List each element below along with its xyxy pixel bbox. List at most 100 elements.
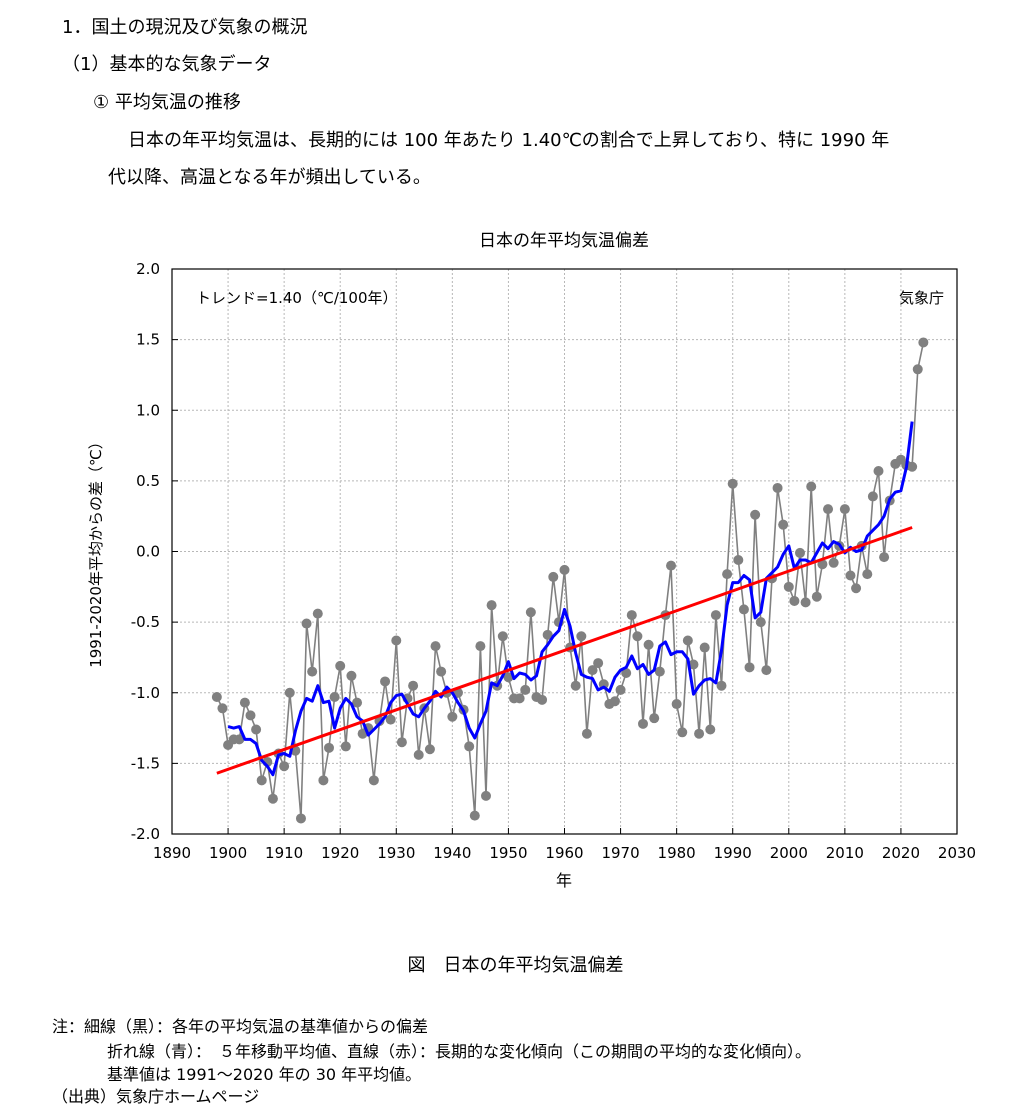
- x-tick-label: 1960: [545, 844, 583, 862]
- x-tick-label: 1990: [714, 844, 752, 862]
- x-tick-label: 1970: [601, 844, 639, 862]
- y-tick-label: 1.0: [136, 401, 160, 419]
- x-tick-label: 1980: [658, 844, 696, 862]
- annual-anomaly-point: [817, 559, 828, 570]
- x-tick-label: 2020: [882, 844, 920, 862]
- x-tick-label: 2010: [826, 844, 864, 862]
- annual-anomaly-point: [744, 662, 755, 673]
- annual-anomaly-point: [424, 744, 435, 755]
- annual-anomaly-point: [301, 618, 312, 629]
- x-tick-label: 1910: [265, 844, 303, 862]
- y-tick-label: 2.0: [136, 260, 160, 278]
- annual-anomaly-point: [671, 699, 682, 710]
- annual-anomaly-point: [520, 684, 531, 695]
- item-heading: ① 平均気温の推移: [93, 92, 241, 113]
- annual-anomaly-point: [542, 629, 553, 640]
- annual-anomaly-point: [873, 465, 884, 476]
- long-term-trend-line: [216, 526, 913, 775]
- annual-anomaly-point: [284, 687, 295, 698]
- annual-anomaly-point: [239, 697, 250, 708]
- annual-anomaly-point: [396, 737, 407, 748]
- annual-anomaly-point: [559, 564, 570, 575]
- annual-anomaly-point: [699, 642, 710, 653]
- annual-anomaly-point: [279, 761, 290, 772]
- y-tick-label: -0.5: [131, 613, 160, 631]
- annual-anomaly-point: [537, 694, 548, 705]
- subsection-heading: （1）基本的な気象データ: [62, 54, 272, 75]
- note-line-2: 折れ線（青）： ５年移動平均値、直線（赤）：長期的な変化傾向（この期間の平均的な…: [107, 1042, 812, 1061]
- annual-anomaly-point: [755, 617, 766, 628]
- annual-anomaly-point: [581, 728, 592, 739]
- x-tick-label: 1930: [377, 844, 415, 862]
- annual-anomaly-point: [464, 741, 475, 752]
- y-tick-label: 1.5: [136, 331, 160, 349]
- annual-anomaly-point: [307, 666, 318, 677]
- annual-anomaly-point: [654, 666, 665, 677]
- annual-anomaly-point: [778, 519, 789, 530]
- annual-anomaly-point: [800, 597, 811, 608]
- x-tick-label: 2000: [770, 844, 808, 862]
- annual-anomaly-point: [666, 560, 677, 571]
- annual-anomaly-point: [677, 727, 688, 738]
- paragraph-line-1: 日本の年平均気温は、長期的には 100 年あたり 1.40℃の割合で上昇しており…: [128, 130, 890, 151]
- x-tick-label: 1950: [489, 844, 527, 862]
- annual-anomaly-point: [391, 635, 402, 646]
- annual-anomaly-point: [312, 608, 323, 619]
- annual-anomaly-point: [475, 641, 486, 652]
- annual-anomaly-point: [497, 631, 508, 642]
- trend-label: トレンド=1.40（℃/100年）: [196, 289, 398, 307]
- annual-anomaly-point: [783, 581, 794, 592]
- y-tick-label: -1.5: [131, 754, 160, 772]
- annual-anomaly-point: [688, 659, 699, 670]
- y-axis-label: 1991-2020年平均からの差（℃）: [87, 434, 105, 668]
- annual-anomaly-point: [329, 691, 340, 702]
- annual-anomaly-point: [716, 680, 727, 691]
- annual-anomaly-point: [267, 793, 278, 804]
- annual-anomaly-point: [839, 504, 850, 515]
- annual-anomaly-point: [750, 509, 761, 520]
- annual-anomaly-point: [295, 813, 306, 824]
- x-tick-label: 1940: [433, 844, 471, 862]
- x-tick-label: 1900: [209, 844, 247, 862]
- y-tick-label: -2.0: [131, 825, 160, 843]
- annual-anomaly-point: [851, 583, 862, 594]
- annual-anomaly-point: [632, 631, 643, 642]
- annual-anomaly-point: [481, 790, 491, 801]
- annual-anomaly-point: [469, 810, 480, 821]
- annual-anomaly-point: [211, 691, 222, 702]
- annual-anomaly-point: [682, 635, 693, 646]
- annual-anomaly-point: [217, 703, 228, 714]
- annual-anomaly-point: [346, 670, 357, 681]
- annual-anomaly-point: [907, 461, 918, 472]
- agency-label: 気象庁: [899, 289, 944, 307]
- annual-anomaly-point: [256, 775, 267, 786]
- temperature-anomaly-chart: 1890 1900 1910 1920 1930 1940 1950 1960 1970 1980…: [87, 231, 976, 890]
- section-heading: 1．国土の現況及び気象の概況: [62, 17, 308, 38]
- x-axis-label: 年: [556, 871, 572, 890]
- annual-anomaly-point: [733, 554, 744, 565]
- annual-anomaly-point: [324, 742, 334, 753]
- annual-anomaly-point: [649, 713, 660, 724]
- annual-anomaly-point: [811, 591, 822, 602]
- source-line: （出典）気象庁ホームページ: [52, 1087, 260, 1106]
- annual-anomaly-point: [795, 547, 805, 558]
- annual-anomaly-point: [430, 641, 441, 652]
- annual-anomaly-point: [823, 504, 834, 515]
- annual-anomaly-point: [727, 478, 738, 489]
- annual-anomaly-point: [436, 666, 447, 677]
- annual-anomaly-point: [593, 658, 604, 669]
- figure-caption: 図 日本の年平均気温偏差: [407, 955, 624, 976]
- x-tick-label: 2030: [938, 844, 976, 862]
- annual-anomaly-point: [570, 680, 581, 691]
- annual-anomaly-point: [340, 741, 351, 752]
- annual-anomaly-point: [694, 728, 705, 739]
- annual-anomaly-point: [447, 711, 458, 722]
- annual-anomaly-point: [251, 724, 262, 735]
- annual-anomaly-point: [486, 600, 497, 611]
- annual-anomaly-point: [408, 680, 419, 691]
- paragraph-line-2: 代以降、高温となる年が頻出している。: [108, 167, 431, 188]
- annual-anomaly-point: [862, 569, 873, 580]
- annual-anomaly-point: [879, 552, 890, 563]
- annual-anomaly-point: [761, 665, 772, 676]
- annual-anomaly-point: [514, 693, 525, 704]
